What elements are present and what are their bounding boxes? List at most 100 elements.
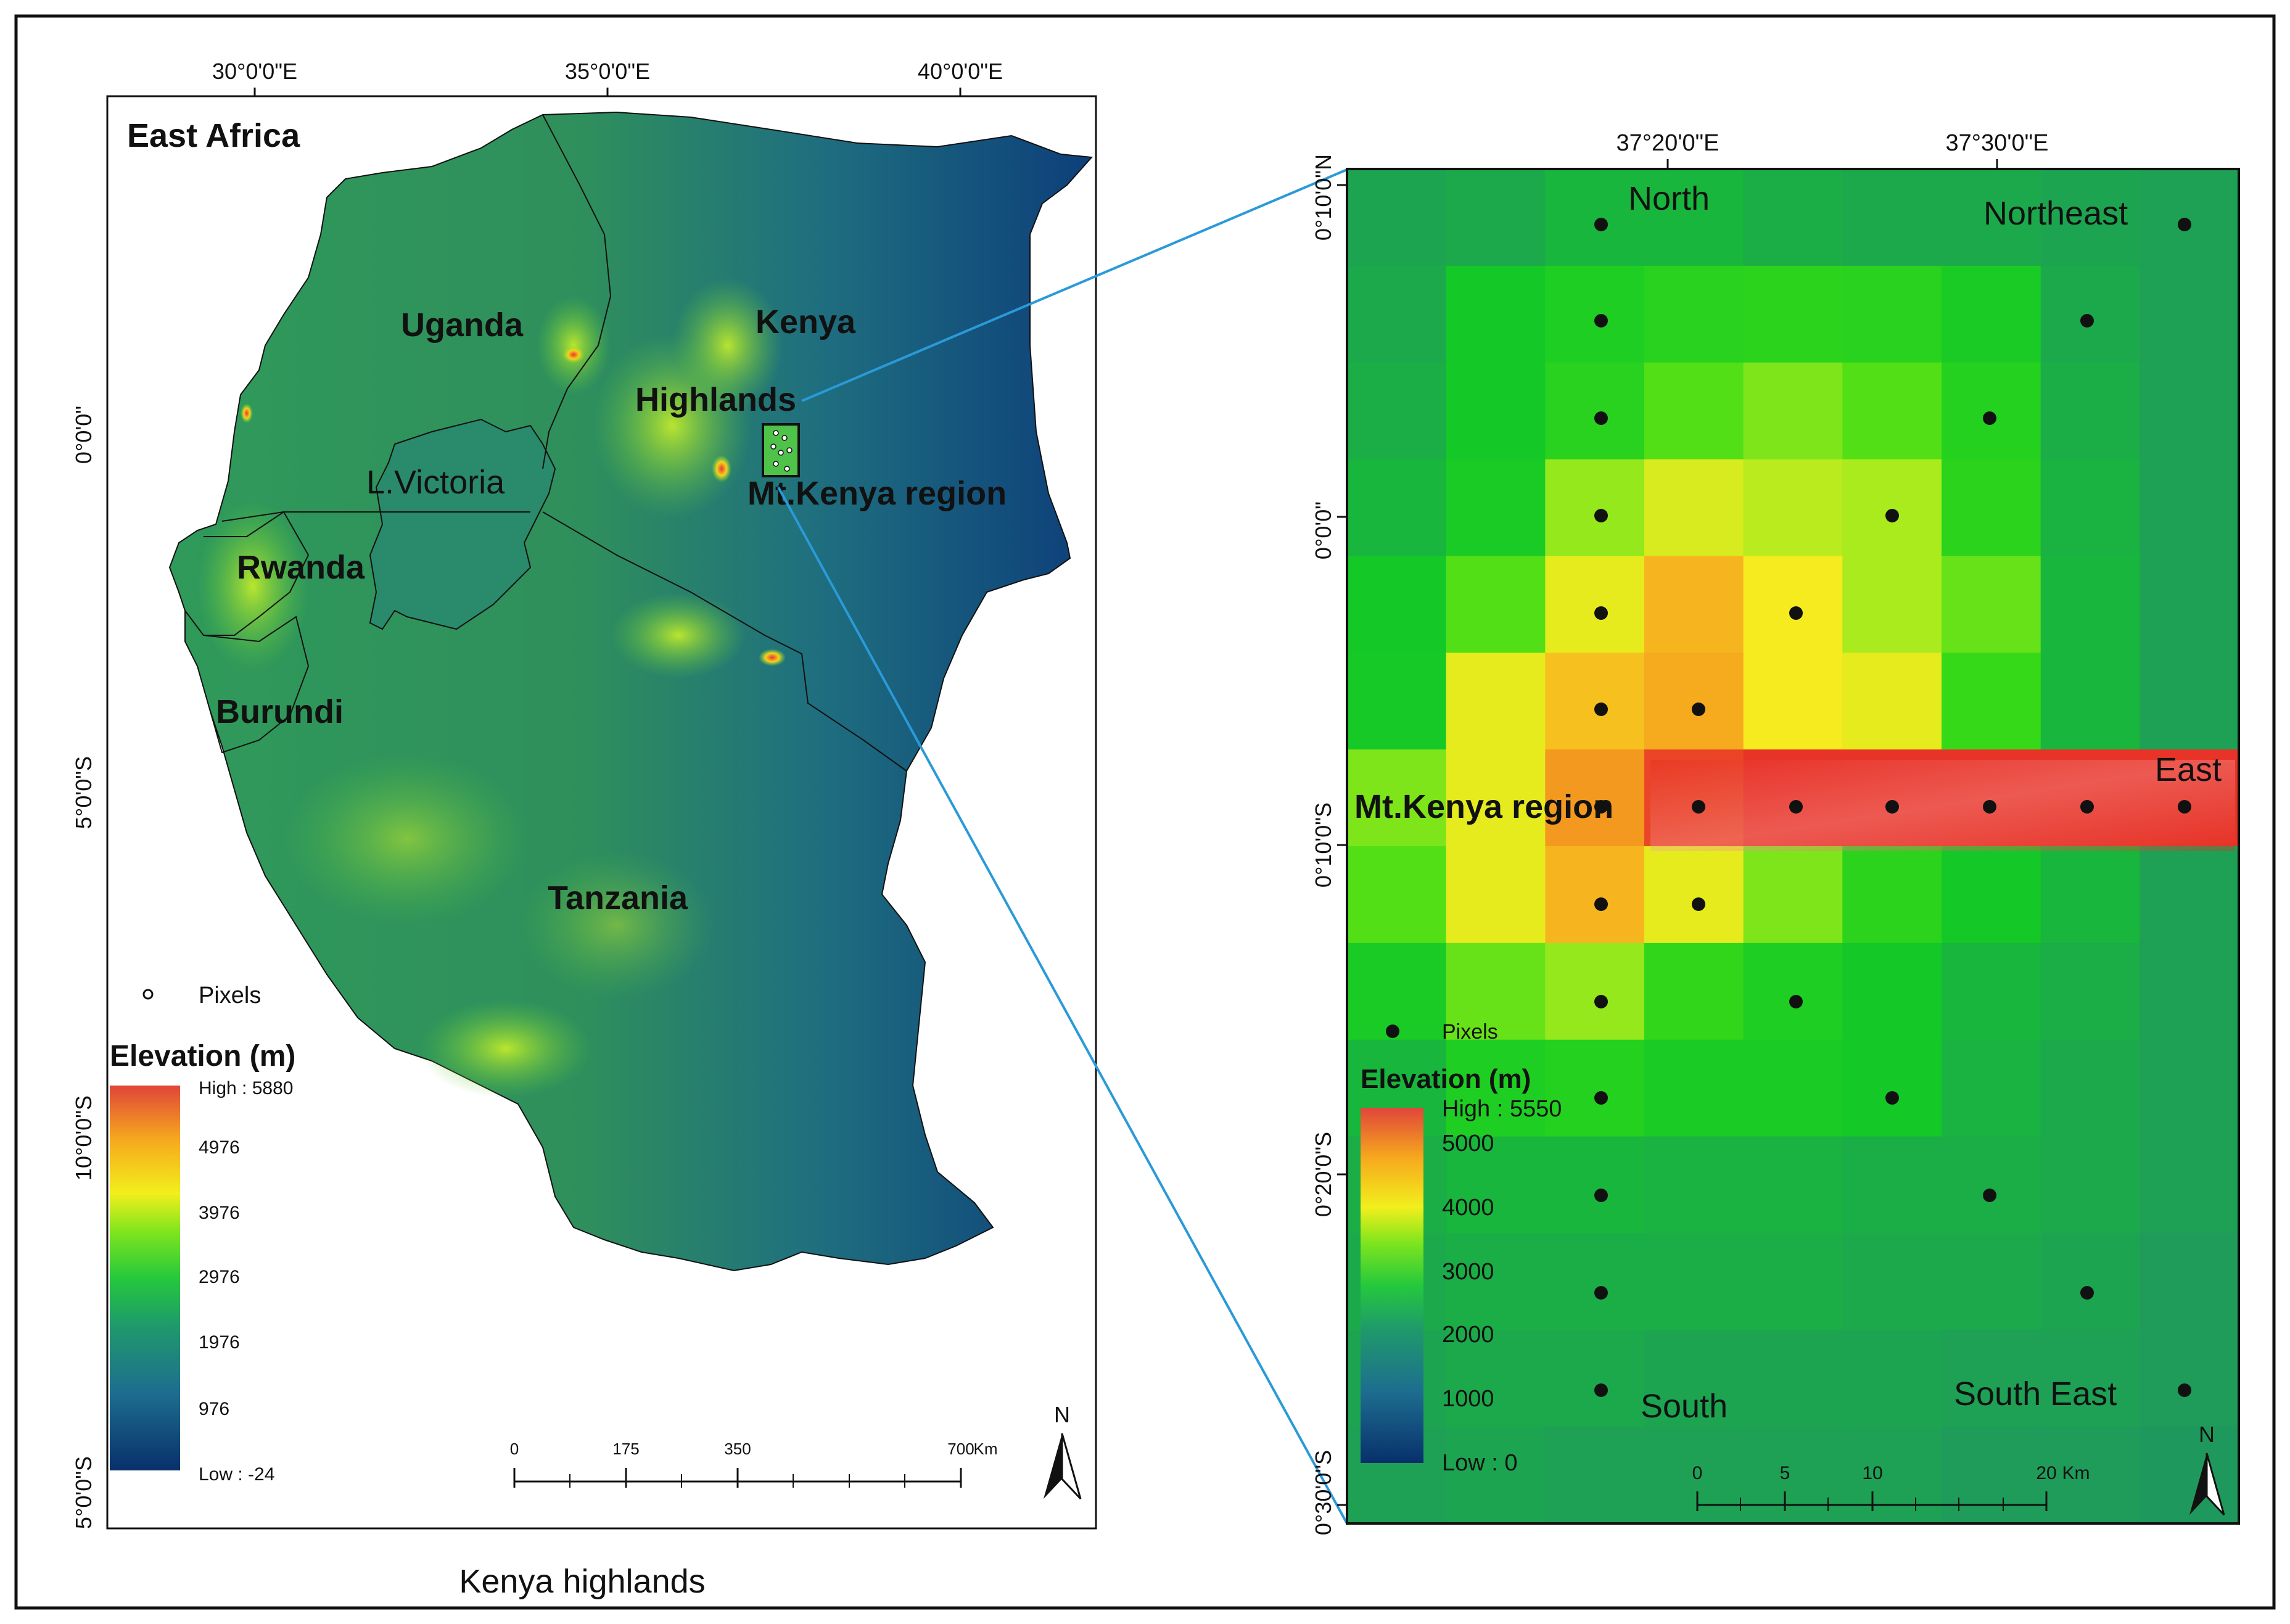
elevation-cell bbox=[1942, 942, 2041, 1041]
highland-patch bbox=[284, 752, 530, 925]
left-scale-label: 700 bbox=[947, 1440, 974, 1458]
elevation-cell bbox=[1644, 846, 1744, 944]
elevation-cell bbox=[2040, 1427, 2140, 1524]
left-legend-ramp bbox=[110, 1086, 180, 1470]
sample-pixel bbox=[1983, 411, 1996, 425]
elevation-cell bbox=[1545, 1233, 1645, 1330]
elevation-cell bbox=[2040, 556, 2140, 653]
right-lat-tick-label: 0°0'0" bbox=[1311, 501, 1336, 559]
sample-pixel bbox=[1692, 897, 1705, 911]
left-map-title: East Africa bbox=[127, 117, 300, 154]
elevation-cell bbox=[2040, 169, 2140, 266]
left-legend-title: Elevation (m) bbox=[110, 1040, 295, 1073]
elevation-cell bbox=[1842, 265, 1942, 363]
elevation-cell bbox=[2140, 1136, 2239, 1234]
connector-line-bottom bbox=[777, 487, 1348, 1524]
sample-pixel bbox=[2178, 800, 2191, 814]
elevation-cell bbox=[1842, 846, 1942, 944]
elevation-cell bbox=[2040, 1330, 2140, 1427]
elevation-cell bbox=[1545, 362, 1645, 460]
left-scale-label: 175 bbox=[612, 1440, 639, 1458]
elevation-cell bbox=[2140, 942, 2239, 1041]
elevation-cell bbox=[1644, 362, 1744, 460]
sample-pixel bbox=[2080, 800, 2094, 814]
elevation-cell bbox=[1347, 653, 1447, 750]
elevation-cell bbox=[1545, 749, 1645, 847]
elevation-cell bbox=[1842, 362, 1942, 460]
uganda-south-border bbox=[221, 511, 530, 522]
sample-pixel bbox=[1692, 703, 1705, 716]
direction-label-south: South bbox=[1641, 1388, 1728, 1425]
sample-pixel bbox=[1594, 606, 1608, 620]
sample-pixel bbox=[1594, 411, 1608, 425]
left-legend-label: 1976 bbox=[199, 1332, 240, 1353]
elevation-cell bbox=[1347, 556, 1447, 653]
elevation-cell bbox=[2140, 1233, 2239, 1330]
elevation-cell bbox=[1347, 169, 1447, 266]
right-north-arrow-icon: N bbox=[2189, 1422, 2225, 1516]
region-label-highlands: Highlands bbox=[635, 381, 796, 418]
elevation-cell bbox=[1644, 459, 1744, 556]
elevation-cell bbox=[1942, 265, 2041, 363]
elevation-cell bbox=[1743, 362, 1843, 460]
elevation-cell bbox=[2140, 653, 2239, 750]
sample-pixel bbox=[1594, 703, 1608, 716]
sample-pixel bbox=[1885, 800, 1899, 814]
direction-label-northeast: Northeast bbox=[1983, 195, 2128, 232]
study-pixel bbox=[786, 447, 793, 453]
elevation-cell bbox=[2040, 942, 2140, 1041]
direction-label-north: North bbox=[1628, 180, 1710, 217]
elevation-cell bbox=[1743, 653, 1843, 750]
elevation-cell bbox=[2040, 1039, 2140, 1137]
elevation-cell bbox=[1644, 1136, 1744, 1234]
kilimanjaro-peak bbox=[759, 649, 786, 666]
country-label-tanzania: Tanzania bbox=[548, 880, 688, 917]
elevation-cell bbox=[1942, 1233, 2041, 1330]
sample-pixel bbox=[2080, 1286, 2094, 1300]
region-label-mt-kenya: Mt.Kenya region bbox=[748, 475, 1007, 512]
sample-pixel bbox=[2178, 218, 2191, 231]
left-legend-label: 3976 bbox=[199, 1203, 240, 1223]
right-lon-tick-label: 37°30'0"E bbox=[1946, 130, 2049, 156]
elevation-cell bbox=[1644, 653, 1744, 750]
right-map: 37°20'0"E 37°30'0"E 0°10'0"N 0°0'0" 0°10… bbox=[1311, 130, 2240, 1535]
left-north-arrow-icon: N bbox=[1044, 1402, 1082, 1500]
left-map: 30°0'0"E 35°0'0"E 40°0'0"E 0°0'0" 5°0'0"… bbox=[71, 59, 1097, 1600]
elevation-cell bbox=[1942, 846, 2041, 944]
elevation-cell bbox=[1842, 653, 1942, 750]
elevation-cell bbox=[1446, 1330, 1546, 1427]
elevation-cell bbox=[1446, 265, 1546, 363]
elevation-grid bbox=[1347, 169, 2239, 1524]
right-legend-label: Low : 0 bbox=[1442, 1450, 1518, 1476]
mt-kenya-peak bbox=[712, 455, 731, 482]
direction-label-east: East bbox=[2155, 751, 2222, 788]
elevation-cell bbox=[2040, 1233, 2140, 1330]
elevation-cell bbox=[2040, 362, 2140, 460]
kenya-tanzania-border bbox=[542, 511, 907, 772]
sample-pixel bbox=[1885, 1091, 1899, 1105]
east-africa-landmass bbox=[168, 111, 1094, 1272]
country-label-burundi: Burundi bbox=[216, 693, 344, 730]
elevation-cell bbox=[1347, 846, 1447, 944]
elevation-cell bbox=[1743, 169, 1843, 266]
highland-patch bbox=[419, 999, 592, 1098]
elevation-cell bbox=[1644, 942, 1744, 1041]
elevation-cell bbox=[1545, 169, 1645, 266]
left-lat-tick-label: 0°0'0" bbox=[71, 406, 96, 464]
elevation-cell bbox=[2040, 459, 2140, 556]
sample-pixel bbox=[1789, 995, 1803, 1008]
elevation-cell bbox=[1942, 653, 2041, 750]
left-scale-unit: Km bbox=[974, 1440, 998, 1458]
left-legend-label: 2976 bbox=[199, 1267, 240, 1287]
highland-patch bbox=[518, 851, 715, 999]
elevation-cell bbox=[1842, 1330, 1942, 1427]
elevation-cell bbox=[2140, 1330, 2239, 1427]
right-scale-unit: Km bbox=[2062, 1463, 2090, 1483]
elevation-cell bbox=[1644, 556, 1744, 653]
elevation-cell bbox=[1644, 265, 1744, 363]
elevation-cell bbox=[1446, 653, 1546, 750]
right-legend-title: Elevation (m) bbox=[1361, 1064, 1531, 1094]
pixels-legend-label: Pixels bbox=[199, 983, 261, 1008]
lake-victoria bbox=[369, 418, 556, 630]
left-lat-tick-label: 5°0'0"S bbox=[71, 756, 96, 829]
